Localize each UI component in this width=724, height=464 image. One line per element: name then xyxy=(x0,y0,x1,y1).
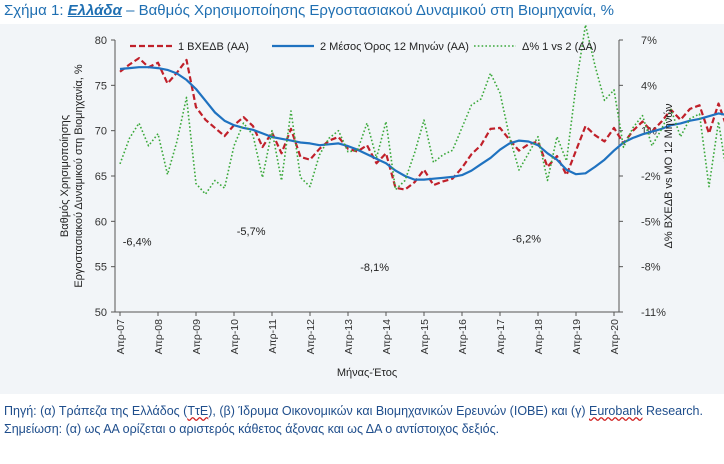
source-mid: ), (β) Ίδρυμα Οικονομικών και Βιομηχανικ… xyxy=(208,404,589,418)
right-tick-label: -8% xyxy=(641,262,661,274)
x-tick-label: Απρ-13 xyxy=(343,319,355,355)
chart-background xyxy=(0,24,724,394)
x-axis-label: Μήνας-Έτος xyxy=(337,367,397,379)
x-tick-label: Απρ-09 xyxy=(191,319,203,355)
legend-label: 2 Μέσος Όρος 12 Μηνών (ΑΑ) xyxy=(320,41,469,53)
annotation-label: -6,4% xyxy=(123,236,152,248)
y-axis-label-line-2: Εργοστασιακού Δυναμικού στη Βιομηχανία, … xyxy=(73,64,85,288)
annotations: -6,4% -5,7% -8,1% -6,2% xyxy=(123,226,541,274)
source-pre: Πηγή: (α) Τράπεζα της Ελλάδος ( xyxy=(4,404,188,418)
x-tick-label: Απρ-17 xyxy=(495,319,507,355)
title-prefix: Σχήμα 1: xyxy=(4,2,64,19)
x-tick-label: Απρ-07 xyxy=(115,319,127,355)
x-tick-label: Απρ-10 xyxy=(229,319,241,355)
left-tick-label: 75 xyxy=(95,80,107,92)
legend-label: 1 ΒΧΕΔΒ (ΑΑ) xyxy=(178,41,249,53)
source-post: Research. xyxy=(642,404,703,418)
x-tick-label: Απρ-19 xyxy=(571,319,583,355)
right-tick-label: -5% xyxy=(641,216,661,228)
source-tte: ΤτΕ xyxy=(187,404,209,418)
y2-axis-label: Δ% ΒΧΕΔΒ vs ΜΟ 12 Μηνών xyxy=(663,103,675,248)
x-tick-label: Απρ-20 xyxy=(609,319,621,355)
title-country: Ελλάδα xyxy=(67,2,122,19)
legend-label: Δ% 1 vs 2 (ΔΑ) xyxy=(522,41,597,53)
x-tick-label: Απρ-11 xyxy=(267,319,279,354)
legend: 1 ΒΧΕΔΒ (ΑΑ) 2 Μέσος Όρος 12 Μηνών (ΑΑ) Δ%… xyxy=(130,41,597,53)
x-tick-label: Απρ-15 xyxy=(419,319,431,355)
x-tick-label: Απρ-12 xyxy=(305,319,317,355)
annotation-label: -5,7% xyxy=(237,226,266,238)
annotation-label: -6,2% xyxy=(512,233,541,245)
left-tick-label: 70 xyxy=(95,126,107,138)
source-eurobank: Eurobank xyxy=(588,404,643,418)
series-2-moving-average-line xyxy=(119,66,724,181)
right-tick-label: -11% xyxy=(641,307,666,319)
axis-note: Σημείωση: (α) ως ΑΑ ορίζεται ο αριστερός… xyxy=(4,422,500,436)
right-axis-ticks: -11%-8%-5%-2%1%4%7% xyxy=(619,35,666,319)
x-axis-ticks: Απρ-07 Απρ-08 Απρ-09 Απρ-10 Απρ-11 Απρ-12 Απρ-… xyxy=(115,312,621,354)
x-tick-label: Απρ-18 xyxy=(533,319,545,355)
left-tick-label: 80 xyxy=(95,35,107,47)
notes: Πηγή: (α) Τράπεζα της Ελλάδος (ΤτΕ), (β)… xyxy=(4,402,720,438)
left-tick-label: 50 xyxy=(95,307,107,319)
annotation-label: -8,1% xyxy=(360,262,389,274)
left-tick-label: 55 xyxy=(95,262,107,274)
series-3-diff-line xyxy=(119,24,724,195)
x-tick-label: Απρ-16 xyxy=(457,319,469,355)
left-tick-label: 65 xyxy=(95,171,107,183)
series-lines xyxy=(119,24,724,195)
title-dash: – xyxy=(126,2,135,19)
series-1-bxedb-line xyxy=(119,56,724,191)
right-tick-label: 4% xyxy=(641,80,657,92)
x-tick-label: Απρ-14 xyxy=(381,319,393,355)
right-tick-label: -2% xyxy=(641,171,661,183)
right-tick-label: 7% xyxy=(641,35,657,47)
left-axis-ticks: 50 55 60 65 70 75 80 xyxy=(95,35,115,319)
y-axis-label: Βαθμός Χρησιμοποίησης Εργοστασιακού Δυναμ… xyxy=(59,64,85,288)
y-axis-label-line-1: Βαθμός Χρησιμοποίησης xyxy=(59,115,71,237)
x-tick-label: Απρ-08 xyxy=(153,319,165,355)
title-text: Βαθμός Χρησιμοποίησης Εργοστασιακού Δυνα… xyxy=(138,2,614,19)
figure-title: Σχήμα 1: Ελλάδα – Βαθμός Χρησιμοποίησης … xyxy=(4,2,614,19)
left-tick-label: 60 xyxy=(95,216,107,228)
source-note: Πηγή: (α) Τράπεζα της Ελλάδος (ΤτΕ), (β)… xyxy=(4,402,720,420)
